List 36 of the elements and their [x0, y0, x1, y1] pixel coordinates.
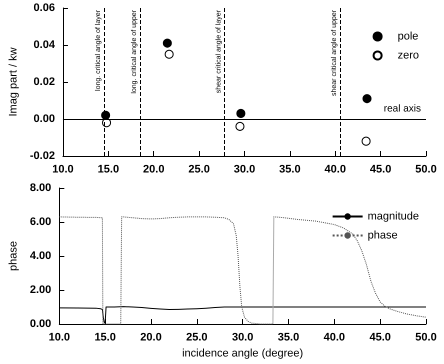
x-tick-label: 35.0	[279, 164, 301, 176]
x-tick-label: 30.0	[234, 164, 256, 176]
x-tick-label: 20.0	[143, 164, 164, 176]
y-tick-label: 4.00	[30, 250, 52, 262]
y-tick-label: 2.00	[30, 284, 52, 296]
x-tick-label: 40.0	[324, 332, 346, 344]
x-tick-label: 45.0	[369, 332, 391, 344]
y-axis-title: phase	[8, 241, 20, 271]
y-tick-label: 0.00	[34, 113, 55, 125]
y-tick-label: 6.00	[30, 216, 52, 228]
x-tick-label: 40.0	[324, 164, 346, 176]
legend-label: pole	[398, 30, 418, 42]
y-tick-label: 0.06	[34, 2, 55, 14]
x-tick-label: 25.0	[186, 332, 208, 344]
x-axis-title: incidence angle (degree)	[182, 347, 304, 360]
legend-label: zero	[398, 50, 420, 62]
x-tick-label: 50.0	[415, 164, 437, 176]
x-tick-label: 30.0	[232, 332, 254, 344]
legend-label: magnitude	[368, 210, 420, 222]
y-axis-title: Imag part / kw	[8, 47, 20, 117]
y-tick-label: 0.00	[30, 318, 52, 330]
y-tick-label: -0.02	[30, 150, 55, 162]
legend-label: phase	[368, 230, 398, 242]
x-tick-label: 10.0	[52, 164, 74, 176]
x-tick-label: 10.0	[48, 332, 70, 344]
x-tick-label: 45.0	[370, 164, 392, 176]
x-tick-label: 25.0	[188, 164, 210, 176]
x-tick-label: 50.0	[415, 332, 437, 344]
x-tick-label: 35.0	[278, 332, 300, 344]
y-tick-label: 0.04	[34, 39, 56, 51]
x-tick-label: 15.0	[94, 332, 116, 344]
ref-line-label: real axis	[384, 104, 421, 114]
y-tick-label: 8.00	[30, 182, 52, 194]
x-tick-label: 15.0	[98, 164, 120, 176]
y-tick-label: 0.02	[34, 76, 55, 88]
x-tick-label: 20.0	[140, 332, 162, 344]
